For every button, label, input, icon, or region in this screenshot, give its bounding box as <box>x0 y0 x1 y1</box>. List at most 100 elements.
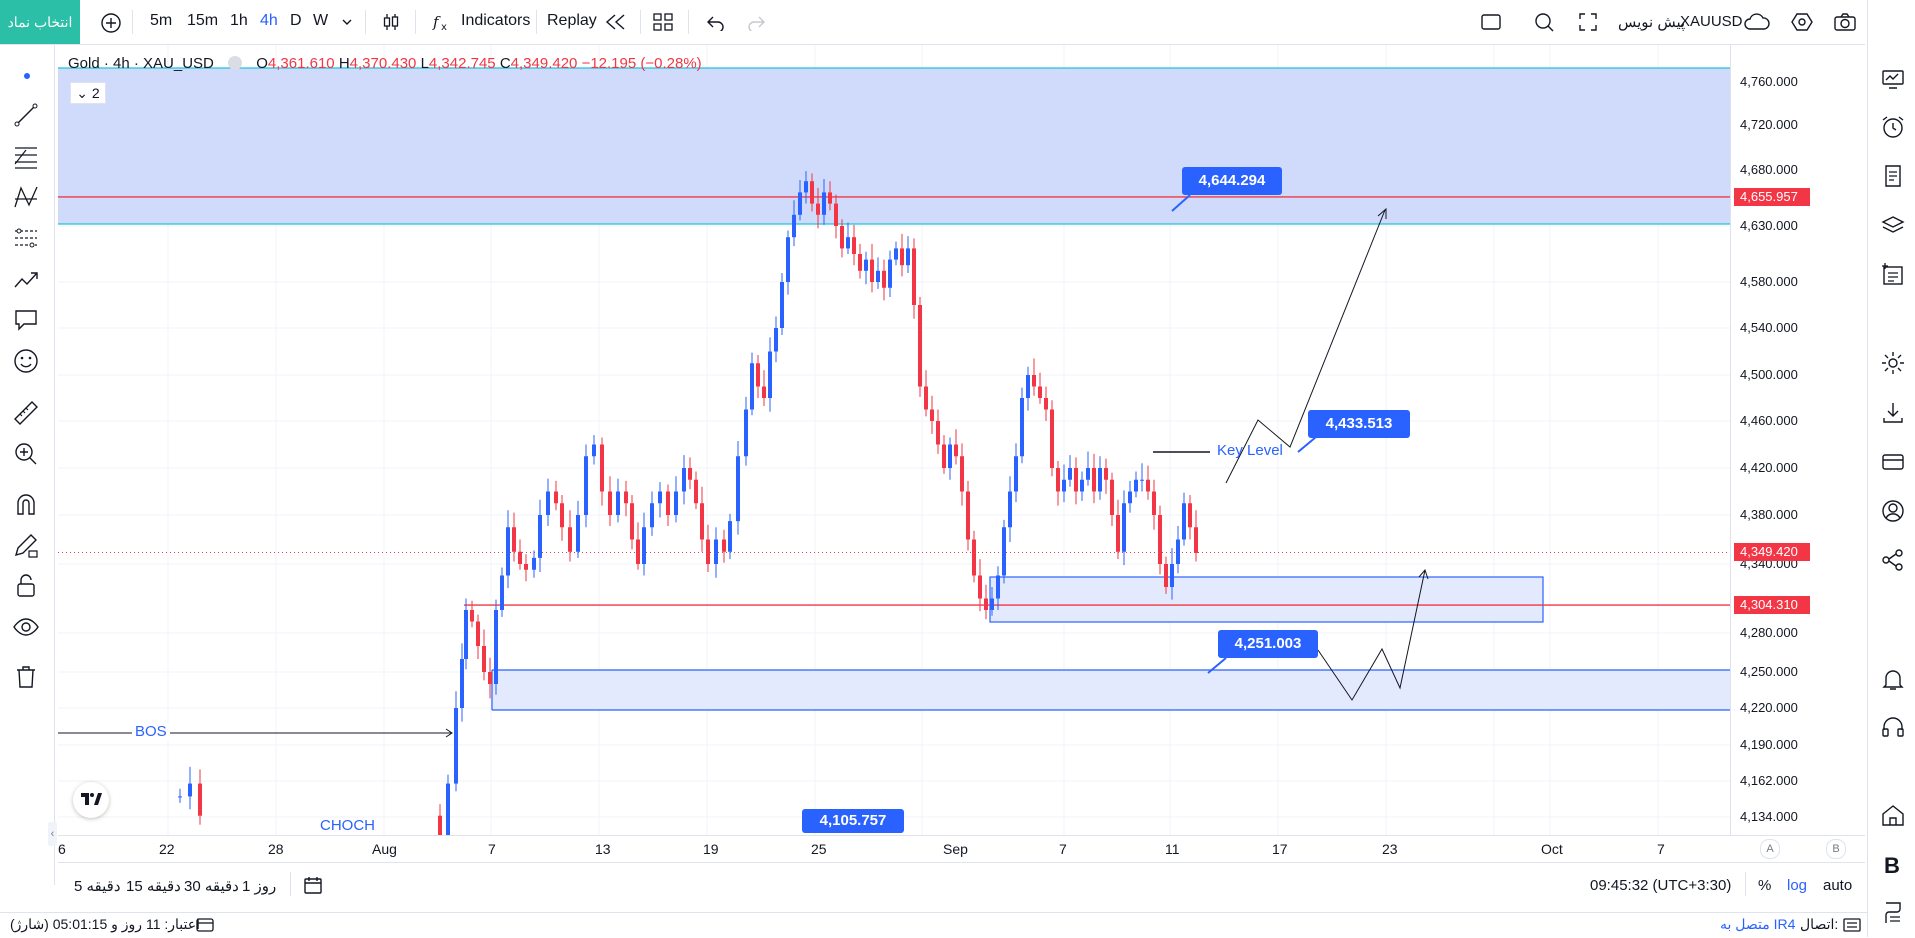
draw-mode-pencil-icon[interactable] <box>12 531 40 559</box>
callout-4433[interactable]: 4,433.513 <box>1308 410 1410 438</box>
candle-body <box>1020 398 1024 457</box>
add-note-icon[interactable] <box>1880 262 1906 288</box>
symbol-search-button[interactable]: انتخاب نماد <box>0 0 80 44</box>
interval-5m[interactable]: 5m <box>150 12 173 29</box>
maximize-icon[interactable] <box>1577 11 1599 33</box>
zoom-in-icon[interactable] <box>12 440 40 468</box>
clock-timezone[interactable]: 09:45:32 (UTC+3:30) <box>1590 877 1732 894</box>
watchlist-monitor-icon[interactable] <box>1880 66 1906 92</box>
zones <box>58 67 1730 711</box>
candle-body <box>1002 527 1006 576</box>
fib-retracement-icon[interactable] <box>12 142 40 170</box>
tradingview-logo-icon[interactable] <box>73 782 109 818</box>
support-headset-icon[interactable] <box>1880 715 1906 741</box>
indicator-count-toggle[interactable]: ⌄ 2 <box>70 82 106 104</box>
emoji-icon[interactable] <box>12 347 40 375</box>
candle-body <box>666 491 670 515</box>
layers-icon[interactable] <box>1880 213 1906 239</box>
price-tick-label: 4,250.000 <box>1740 664 1798 679</box>
price-tick-label: 4,680.000 <box>1740 162 1798 177</box>
symbol-name[interactable]: XAUUSD <box>1680 13 1743 30</box>
candle-body <box>488 672 492 684</box>
share-icon[interactable] <box>1880 547 1906 573</box>
candle-body <box>576 515 580 552</box>
visibility-eye-icon[interactable] <box>12 613 40 641</box>
interval-4h[interactable]: 4h <box>260 12 278 29</box>
calendar-goto-icon[interactable] <box>302 874 324 896</box>
demand-zone-lower <box>492 670 1730 710</box>
brand-b-icon[interactable]: B <box>1880 851 1906 877</box>
candle-body <box>1182 503 1186 540</box>
price-axis[interactable] <box>1730 45 1866 835</box>
candle-body <box>630 503 634 540</box>
candle-body <box>636 539 640 564</box>
crosshair-dot-icon[interactable] <box>24 73 30 79</box>
notes-list-icon[interactable] <box>1880 163 1906 189</box>
range-5-minutes[interactable]: 5 دقیقه <box>74 878 121 895</box>
text-note-icon[interactable] <box>12 306 40 334</box>
candle-body <box>592 444 596 457</box>
callout-4644[interactable]: 4,644.294 <box>1182 167 1282 195</box>
notifications-bell-icon[interactable] <box>1880 666 1906 692</box>
time-axis[interactable] <box>58 835 1865 862</box>
ruler-measure-icon[interactable] <box>12 399 40 427</box>
forecast-tool-icon[interactable] <box>12 265 40 293</box>
interval-15m[interactable]: 15m <box>187 12 219 29</box>
chevron-down-icon[interactable] <box>340 16 354 28</box>
interval-d[interactable]: D <box>290 12 302 29</box>
legend-high-label: H <box>338 55 350 72</box>
interval-1h[interactable]: 1h <box>230 12 248 29</box>
trash-icon[interactable] <box>12 663 40 691</box>
callout-4105[interactable]: 4,105.757 <box>802 809 904 833</box>
layout-grid-icon[interactable] <box>652 12 674 32</box>
wallet-card-icon[interactable] <box>1880 449 1906 475</box>
price-tick-label: 4,500.000 <box>1740 367 1798 382</box>
svg-text:B: B <box>1884 853 1900 877</box>
trend-line-icon[interactable] <box>12 101 40 129</box>
legend-title[interactable]: Gold · 4h · XAU_USD <box>68 55 214 72</box>
key-level-label[interactable]: Key Level <box>1217 442 1283 459</box>
range-1-day[interactable]: 1 روز <box>242 878 277 895</box>
collapse-left-handle[interactable]: ‹ <box>48 822 57 846</box>
callout-4251[interactable]: 4,251.003 <box>1218 630 1318 658</box>
camera-icon[interactable] <box>1833 11 1857 33</box>
interval-w[interactable]: W <box>313 12 329 29</box>
bos-label[interactable]: BOS <box>132 723 170 740</box>
lock-icon[interactable] <box>12 572 40 600</box>
auto-scale-toggle[interactable]: auto <box>1823 877 1853 894</box>
settings-hex-icon[interactable] <box>1791 11 1813 33</box>
cloud-save-icon[interactable] <box>1743 11 1771 33</box>
range-15-minutes[interactable]: 15 دقیقه <box>126 878 181 895</box>
settings-gear-icon[interactable] <box>1880 350 1906 376</box>
choch-label[interactable]: CHOCH <box>320 817 375 834</box>
scroll-panel-icon[interactable] <box>1880 900 1906 926</box>
alarm-clock-icon[interactable] <box>1880 114 1906 140</box>
indicators-button[interactable]: Indicators <box>461 12 531 29</box>
add-symbol-icon[interactable] <box>100 12 122 34</box>
percent-scale-toggle[interactable]: % <box>1758 877 1772 894</box>
undo-icon[interactable] <box>705 13 727 31</box>
home-icon[interactable] <box>1880 802 1906 828</box>
price-chart[interactable] <box>58 45 1730 835</box>
scale-marker-b[interactable]: B <box>1826 839 1846 859</box>
range-30-minutes[interactable]: 30 دقیقه <box>184 878 239 895</box>
projection-arrowhead-zigzag <box>1418 569 1429 580</box>
user-profile-icon[interactable] <box>1880 498 1906 524</box>
scale-marker-a[interactable]: A <box>1760 839 1780 859</box>
candle-body <box>546 491 550 515</box>
projection-tool-icon[interactable] <box>12 224 40 252</box>
replay-rewind-icon[interactable] <box>603 12 629 32</box>
pattern-tool-icon[interactable] <box>12 183 40 211</box>
log-scale-toggle[interactable]: log <box>1787 877 1808 894</box>
candle-body <box>1152 491 1156 515</box>
indicator-count: 2 <box>91 85 100 101</box>
fullscreen-box-icon[interactable] <box>1480 12 1502 32</box>
candles-chart-type-icon[interactable] <box>380 11 402 33</box>
replay-button[interactable]: Replay <box>547 12 597 29</box>
redo-icon[interactable] <box>745 13 767 31</box>
quick-search-icon[interactable] <box>1533 11 1555 33</box>
download-icon[interactable] <box>1880 400 1906 426</box>
symbol-subtitle: پیش نویس <box>1618 14 1686 31</box>
magnet-icon[interactable] <box>12 490 40 518</box>
